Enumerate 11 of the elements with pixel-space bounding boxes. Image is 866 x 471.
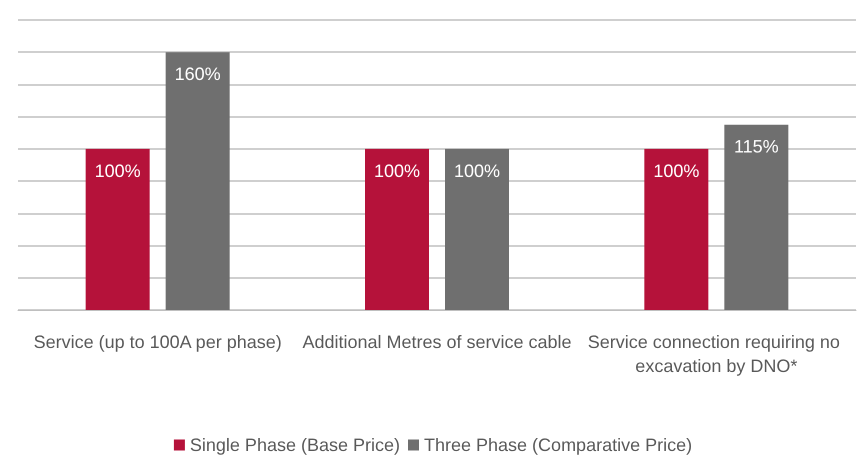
legend-label: Three Phase (Comparative Price) [424, 435, 692, 455]
x-tick-label: Service connection requiring no excavation by DNO* [588, 332, 845, 376]
data-label: 100% [653, 160, 700, 181]
data-label: 160% [174, 64, 221, 84]
x-tick-label: Service (up to 100A per phase) [34, 332, 282, 352]
x-tick-label: Additional Metres of service cable [302, 332, 572, 352]
legend-label: Single Phase (Base Price) [190, 435, 400, 455]
data-label: 115% [734, 136, 779, 157]
data-label: 100% [374, 160, 420, 181]
data-label: 100% [454, 160, 500, 181]
data-label: 100% [94, 160, 141, 181]
